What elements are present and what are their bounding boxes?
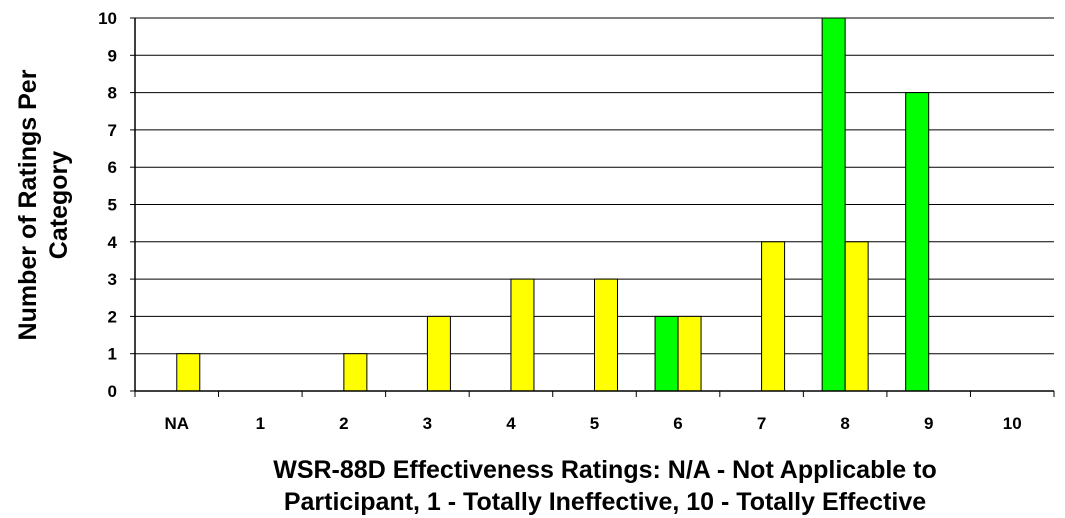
x-tick-label: 2 [339, 414, 348, 433]
y-tick-label: 3 [108, 270, 117, 289]
x-tick-labels: NA 1 2 3 4 5 6 7 8 9 10 [164, 414, 1021, 433]
bar-5-series-2 [594, 278, 618, 392]
bar-6-series-1 [654, 315, 679, 392]
bar-8-series-2 [844, 241, 869, 392]
y-tick-label: 0 [108, 382, 117, 401]
bar-6-series-2 [677, 315, 702, 392]
y-tick-label: 5 [108, 196, 117, 215]
x-tick-label: 1 [256, 414, 265, 433]
x-tick-label: 4 [506, 414, 516, 433]
bar-7-series-2 [761, 241, 786, 392]
x-tick-label: 5 [590, 414, 599, 433]
y-axis-title: Number of Ratings Per Category [14, 69, 73, 340]
gridlines [135, 17, 1054, 355]
bar-9-series-1 [905, 92, 930, 392]
y-tick-label: 6 [108, 158, 117, 177]
x-axis-title: WSR-88D Effectiveness Ratings: N/A - Not… [273, 456, 937, 516]
y-tick-label: 7 [108, 121, 117, 140]
x-tick-label: 10 [1003, 414, 1022, 433]
x-tick-label: 3 [423, 414, 432, 433]
bar-8-series-1 [821, 17, 846, 392]
axes [130, 17, 1055, 397]
x-tick-label: 6 [673, 414, 682, 433]
y-tick-label: 10 [98, 9, 117, 28]
y-tick-label: 2 [108, 307, 117, 326]
x-tick-label: NA [164, 414, 189, 433]
y-tick-labels: 0 1 2 3 4 5 6 7 8 9 10 [98, 9, 117, 401]
x-tick-label: 7 [757, 414, 766, 433]
bar-4-series-2 [510, 278, 535, 392]
bar-2-series-2 [343, 353, 368, 392]
y-tick-label: 9 [108, 46, 117, 65]
y-tick-label: 8 [108, 84, 117, 103]
x-tick-label: 8 [840, 414, 849, 433]
y-tick-label: 4 [108, 233, 118, 252]
x-tick-label: 9 [924, 414, 933, 433]
bars [176, 17, 930, 392]
y-tick-label: 1 [108, 345, 117, 364]
bar-3-series-2 [426, 315, 451, 392]
bar-na-series-2 [176, 353, 201, 392]
